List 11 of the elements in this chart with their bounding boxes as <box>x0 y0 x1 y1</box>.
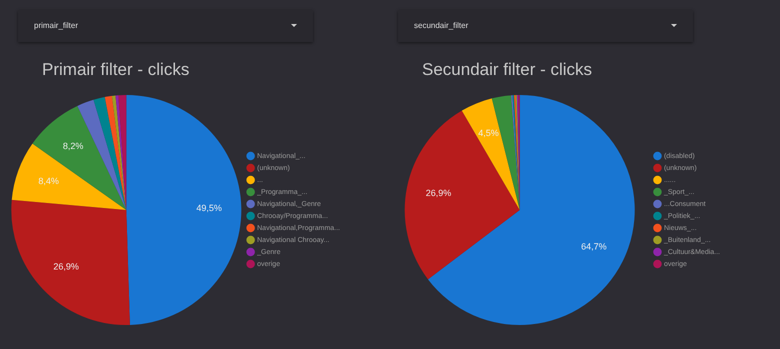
data-label: 49,5% <box>196 203 222 214</box>
data-label: 26,9% <box>53 261 79 272</box>
chart-title: Primair filter - clicks <box>42 60 190 80</box>
chart-title: Secundair filter - clicks <box>422 60 592 80</box>
data-label: 8,2% <box>62 141 84 152</box>
dropdown: secundair_filter <box>398 10 693 42</box>
data-label: 8,4% <box>38 176 59 186</box>
data-label: 4,5% <box>478 128 499 138</box>
data-label: 64,7% <box>581 241 607 252</box>
data-label: 26,9% <box>426 188 452 198</box>
dropdown: primair_filter <box>18 10 313 42</box>
